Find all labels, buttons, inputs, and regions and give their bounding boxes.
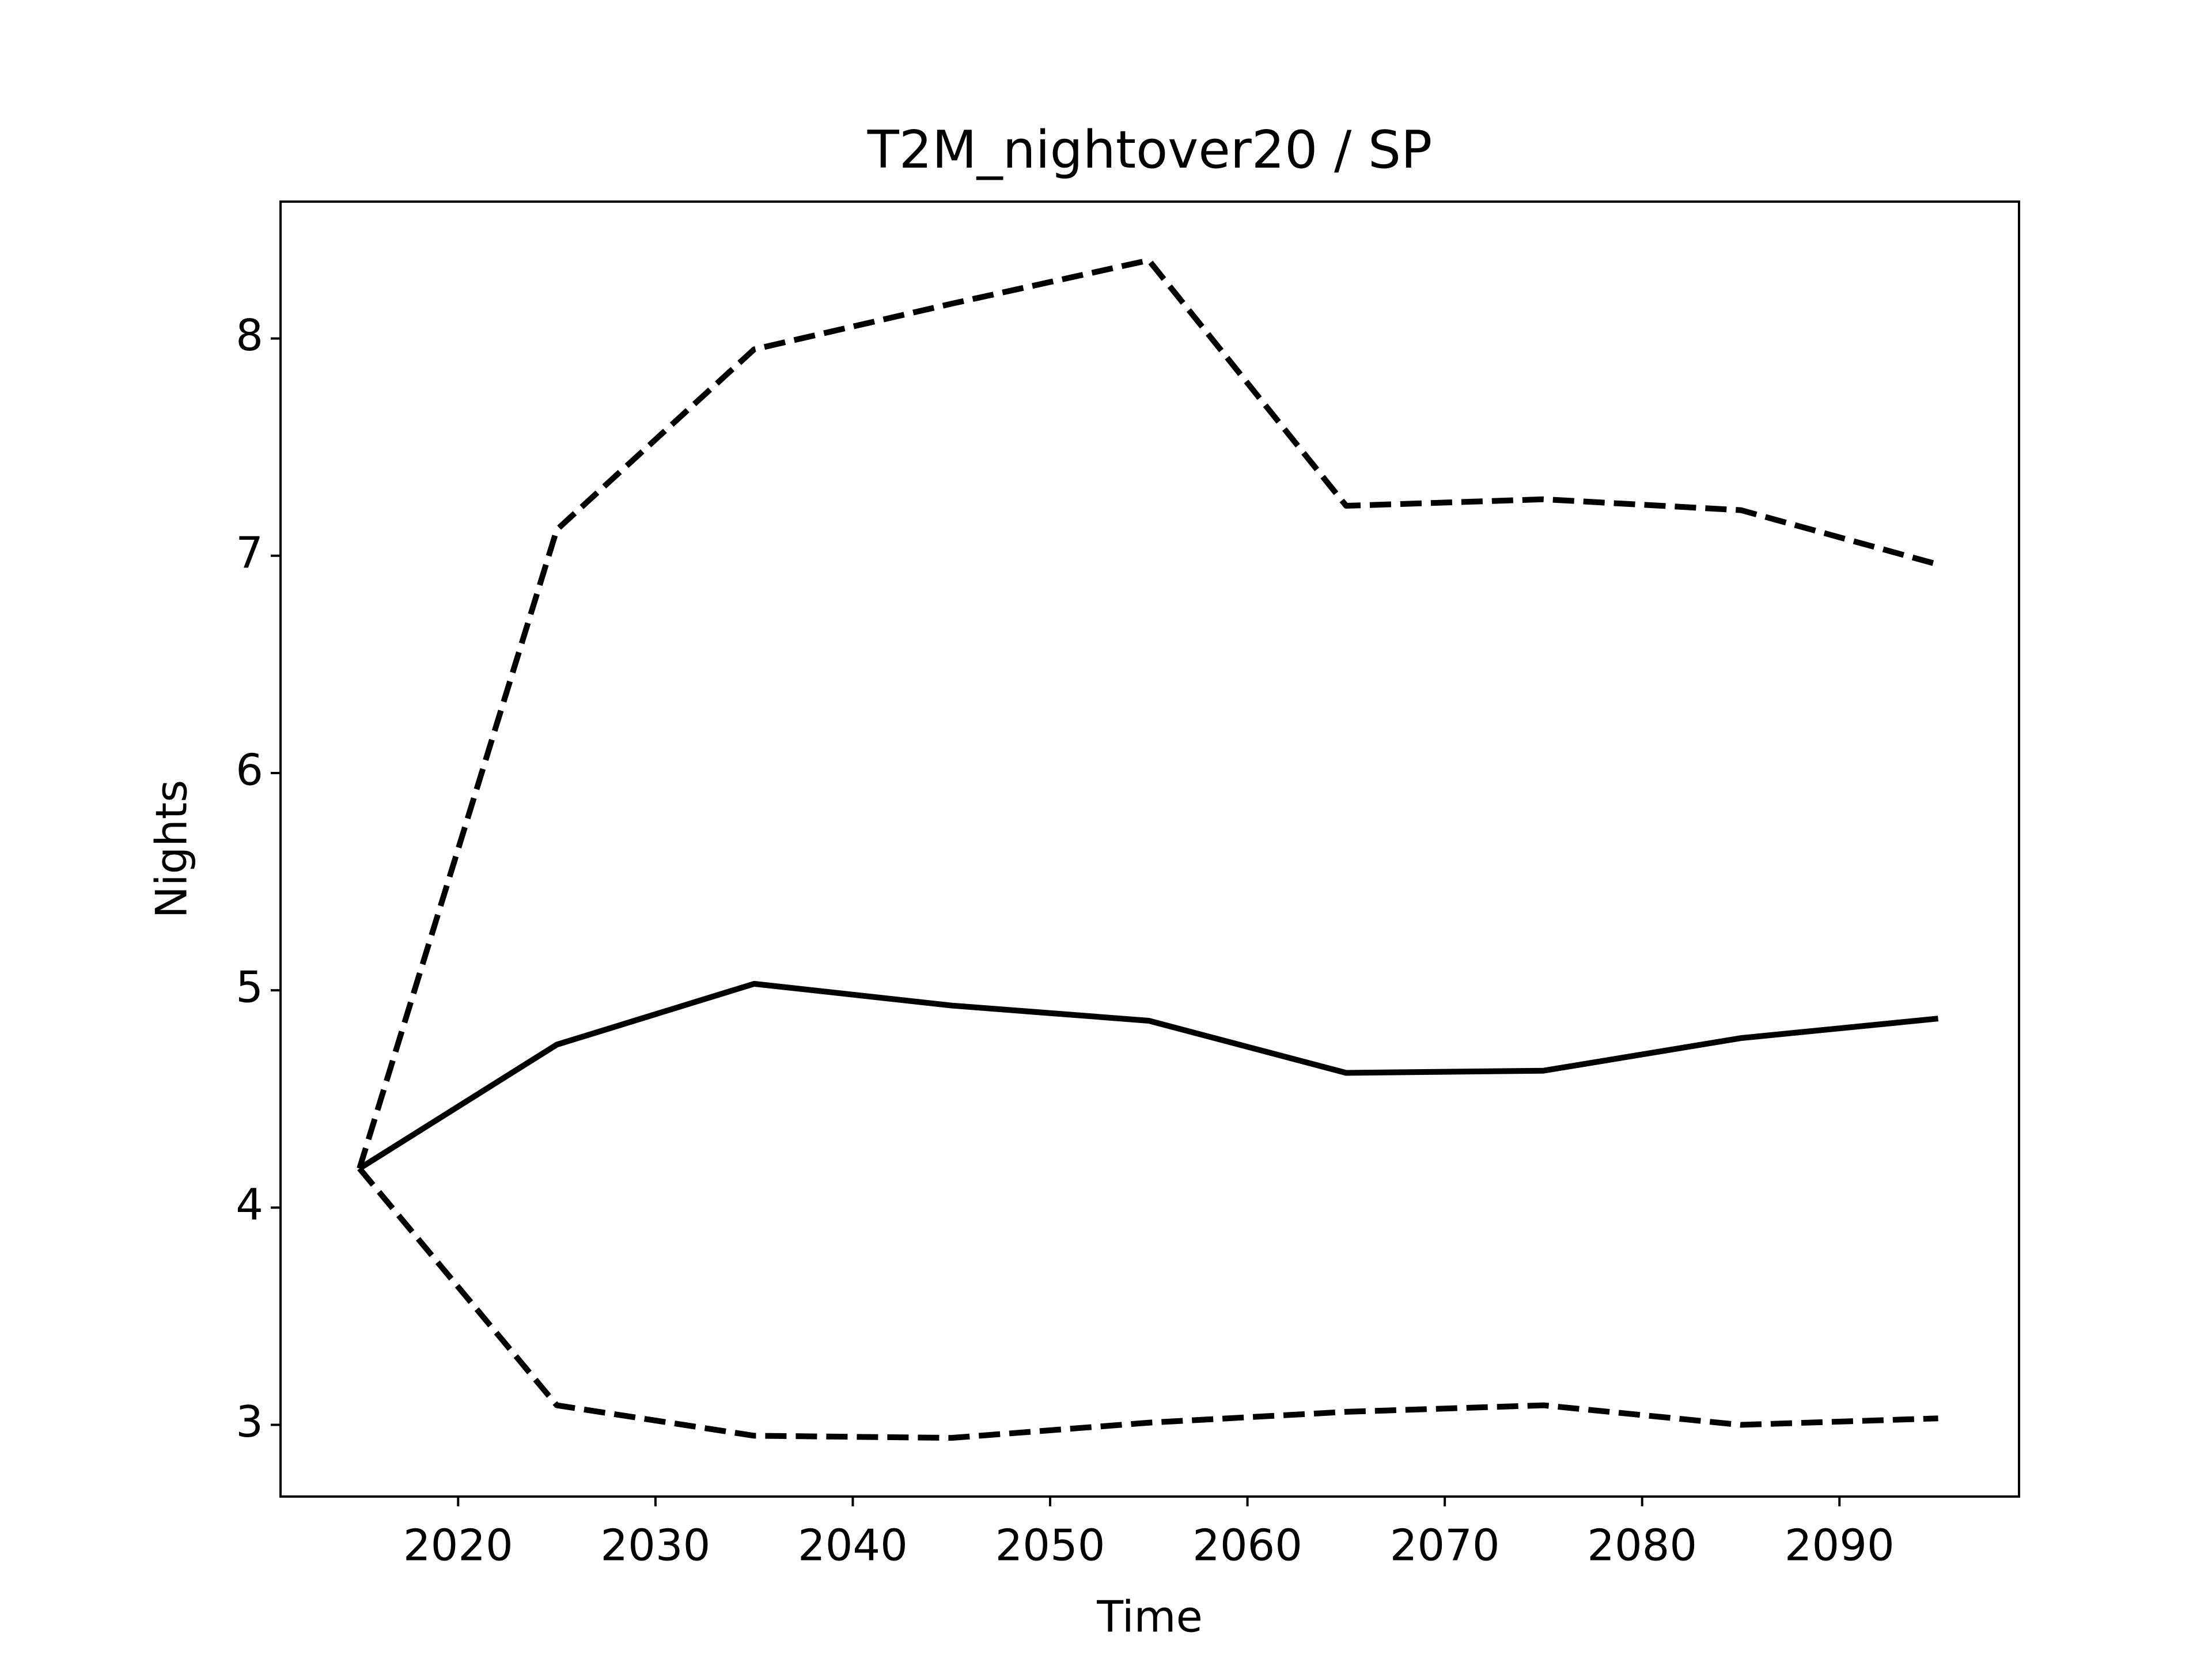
- line-series: [357, 257, 1939, 1169]
- plot-frame: [279, 200, 2020, 1498]
- y-tick-label: 6: [236, 744, 263, 795]
- y-tick-label: 8: [236, 310, 263, 361]
- x-tick-label: 2060: [1192, 1520, 1302, 1571]
- x-tick-label: 2070: [1390, 1520, 1500, 1571]
- y-tick-label: 4: [236, 1179, 263, 1230]
- x-tick-label: 2080: [1587, 1520, 1697, 1571]
- y-axis-label: Nights: [146, 780, 197, 919]
- x-tick-label: 2090: [1785, 1520, 1895, 1571]
- x-tick-label: 2050: [995, 1520, 1105, 1571]
- y-tick-label: 3: [236, 1396, 263, 1447]
- y-tick-label: 5: [236, 962, 263, 1013]
- line-series: [357, 1166, 1938, 1441]
- x-axis-label: Time: [1096, 1592, 1203, 1642]
- x-tick-label: 2020: [403, 1520, 513, 1571]
- y-tick-label: 7: [236, 527, 263, 578]
- line-series: [358, 980, 1939, 1171]
- x-tick-label: 2030: [600, 1520, 710, 1571]
- chart-title: T2M_nightover20 / SP: [867, 120, 1433, 180]
- x-tick-label: 2040: [798, 1520, 908, 1571]
